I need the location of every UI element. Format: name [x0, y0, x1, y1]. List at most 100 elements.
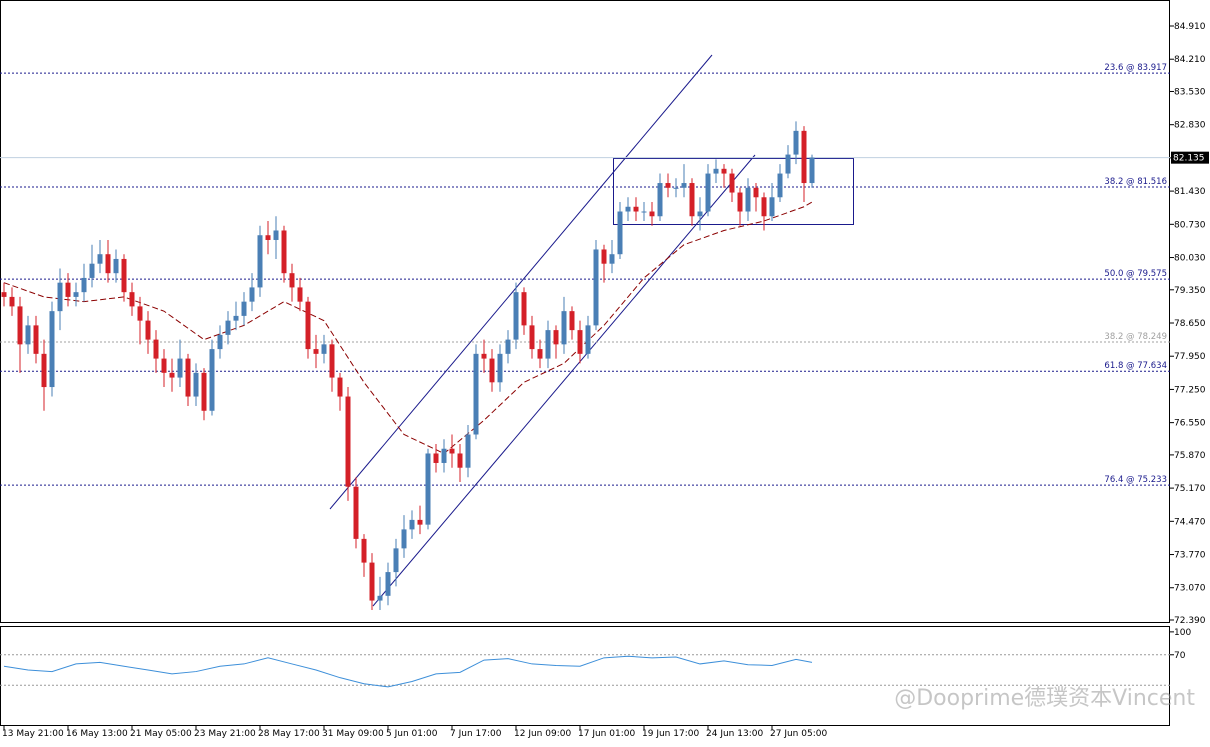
candle-body: [25, 325, 31, 345]
candle-body: [193, 372, 199, 397]
candle-body: [177, 358, 183, 378]
candle-body: [337, 377, 343, 397]
candle-body: [385, 572, 391, 596]
last-price-label: 82.135: [1173, 154, 1205, 164]
y-tick-label: 82.830: [1174, 121, 1206, 131]
candle-body: [89, 263, 95, 278]
candle-body: [761, 197, 767, 217]
channel-upper: [329, 54, 713, 510]
candle-body: [345, 396, 351, 487]
y-tick-label: 76.550: [1174, 419, 1206, 429]
y-tick-label: 80.730: [1174, 220, 1206, 230]
candle-body: [417, 519, 423, 525]
candle-body: [785, 154, 791, 174]
candle-body: [377, 595, 383, 601]
y-tick-label: 84.910: [1174, 22, 1206, 32]
candle-body: [561, 311, 567, 345]
candle-body: [233, 315, 239, 321]
candle-body: [457, 453, 463, 468]
candle-body: [393, 548, 399, 573]
range-box: [613, 158, 854, 225]
candle-body: [169, 372, 175, 378]
main-frame: [0, 0, 1170, 623]
y-tick-label: 73.770: [1174, 551, 1206, 561]
rsi-tick-label: 70: [1174, 651, 1186, 661]
candle-body: [49, 311, 55, 388]
candle-body: [449, 448, 455, 454]
candle-body: [1, 292, 7, 297]
x-tick-label: 31 May 09:00: [322, 729, 384, 739]
x-tick-label: 7 Jun 17:00: [450, 729, 502, 739]
fib-label: 61.8 @ 77.634: [1104, 361, 1167, 371]
candle-body: [473, 353, 479, 435]
last-price-box: [1171, 151, 1209, 164]
moving-average: [3, 201, 813, 455]
candle-body: [161, 358, 167, 373]
candle-body: [681, 183, 687, 188]
candle-body: [289, 273, 295, 288]
y-tick-label: 74.470: [1174, 517, 1206, 527]
x-tick-label: 5 Jun 01:00: [386, 729, 438, 739]
candle-body: [321, 344, 327, 354]
candle-body: [513, 292, 519, 340]
candle-body: [329, 344, 335, 378]
candle-body: [241, 301, 247, 316]
candle-body: [777, 173, 783, 198]
candle-body: [425, 453, 431, 525]
candle-body: [185, 358, 191, 397]
candle-body: [305, 301, 311, 350]
candle-body: [257, 235, 263, 288]
candle-body: [401, 529, 407, 549]
x-tick-label: 28 May 17:00: [258, 729, 320, 739]
candle-body: [649, 211, 655, 217]
x-tick-label: 12 Jun 09:00: [514, 729, 571, 739]
x-tick-label: 19 Jun 17:00: [642, 729, 699, 739]
rsi-tick-label: 100: [1174, 628, 1191, 638]
candle-body: [353, 486, 359, 539]
candle-body: [529, 325, 535, 350]
candle-body: [505, 339, 511, 354]
watermark: @Dooprime德璞资本Vincent: [894, 686, 1195, 711]
y-tick-label: 77.250: [1174, 385, 1206, 395]
candle-body: [633, 206, 639, 212]
candle-body: [657, 183, 663, 217]
x-tick-label: 16 May 13:00: [66, 729, 128, 739]
candle-body: [249, 287, 255, 302]
x-tick-label: 23 May 21:00: [194, 729, 256, 739]
candle-body: [217, 334, 223, 350]
candle-body: [313, 349, 319, 354]
y-tick-label: 84.210: [1174, 55, 1206, 65]
y-tick-label: 75.870: [1174, 451, 1206, 461]
fib-label: 50.0 @ 79.575: [1104, 269, 1167, 279]
candle-body: [553, 330, 559, 345]
candle-body: [609, 254, 615, 264]
candle-body: [601, 249, 607, 264]
y-tick-label: 73.070: [1174, 584, 1206, 594]
candle-body: [65, 282, 71, 297]
x-tick-label: 21 May 05:00: [130, 729, 192, 739]
candle-body: [721, 168, 727, 174]
candle-body: [593, 249, 599, 326]
candle-body: [81, 277, 87, 293]
fib-label: 38.2 @ 78.249: [1104, 332, 1167, 342]
candle-body: [105, 254, 111, 274]
candle-body: [73, 292, 79, 297]
candle-body: [297, 287, 303, 302]
x-tick-label: 13 May 21:00: [2, 729, 64, 739]
candle-body: [745, 187, 751, 212]
y-tick-label: 72.390: [1174, 616, 1206, 626]
candle-body: [57, 282, 63, 312]
candle-body: [361, 538, 367, 563]
candle-body: [521, 292, 527, 326]
candle-body: [97, 254, 103, 264]
candle-body: [281, 230, 287, 274]
candle-body: [265, 235, 271, 240]
candle-body: [737, 192, 743, 212]
candle-body: [209, 349, 215, 411]
candle-body: [273, 230, 279, 240]
candle-body: [617, 211, 623, 255]
candle-body: [113, 258, 119, 274]
rsi-line: [3, 655, 813, 688]
candle-body: [625, 206, 631, 212]
channel-lower: [372, 154, 756, 607]
